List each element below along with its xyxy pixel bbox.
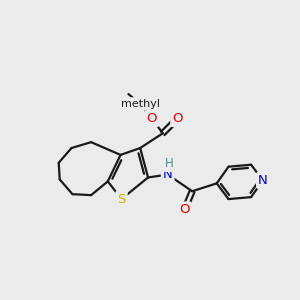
- Text: O: O: [179, 203, 190, 216]
- Text: N: N: [258, 174, 268, 187]
- Text: O: O: [172, 112, 183, 125]
- Text: O: O: [147, 112, 157, 125]
- Text: H: H: [165, 157, 174, 170]
- Text: S: S: [117, 193, 126, 206]
- Text: N: N: [163, 168, 172, 181]
- Text: methyl: methyl: [140, 103, 145, 104]
- Text: methyl: methyl: [121, 99, 160, 109]
